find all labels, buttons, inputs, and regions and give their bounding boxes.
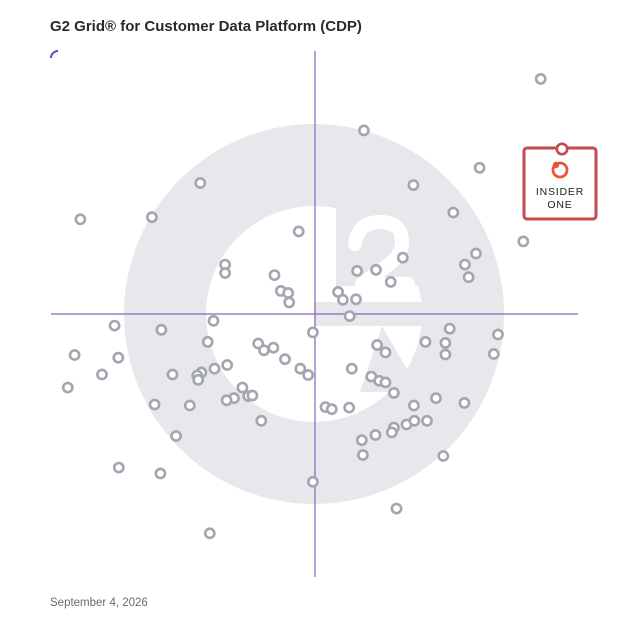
vendor-point[interactable]: [220, 394, 233, 407]
vendor-point[interactable]: [306, 326, 319, 339]
vendor-point[interactable]: [292, 225, 305, 238]
vendor-point[interactable]: [154, 467, 167, 480]
highlight-label-line2: ONE: [547, 199, 572, 211]
vendor-point[interactable]: [74, 213, 87, 226]
vendor-point[interactable]: [355, 434, 368, 447]
vendor-point[interactable]: [236, 381, 249, 394]
vendor-point[interactable]: [194, 177, 207, 189]
vendor-point[interactable]: [255, 414, 268, 427]
vendor-point[interactable]: [302, 369, 315, 381]
vendor-point[interactable]: [170, 430, 182, 442]
vendor-point[interactable]: [385, 426, 398, 439]
vendor-point[interactable]: [148, 398, 161, 411]
vendor-point[interactable]: [112, 351, 125, 364]
vendor-point[interactable]: [201, 335, 214, 348]
vendor-point[interactable]: [421, 414, 433, 427]
vendor-point[interactable]: [221, 359, 234, 371]
vendor-point[interactable]: [371, 339, 383, 351]
vendor-point[interactable]: [283, 296, 296, 309]
vendor-point[interactable]: [534, 73, 547, 85]
vendor-point[interactable]: [357, 124, 370, 137]
vendor-point[interactable]: [384, 275, 397, 288]
vendor-point[interactable]: [443, 322, 456, 335]
vendor-point[interactable]: [458, 258, 471, 271]
vendor-point[interactable]: [437, 450, 450, 462]
vendor-point[interactable]: [439, 348, 452, 361]
vendor-point[interactable]: [112, 461, 125, 474]
vendor-point[interactable]: [208, 362, 221, 375]
vendor-point[interactable]: [370, 263, 382, 276]
vendor-point[interactable]: [246, 389, 259, 402]
vendor-point[interactable]: [203, 527, 216, 540]
vendor-point[interactable]: [343, 401, 356, 414]
vendor-point[interactable]: [470, 247, 482, 260]
insider-logo-icon: [551, 161, 569, 179]
data-points: [61, 73, 547, 540]
vendor-point[interactable]: [166, 368, 179, 381]
vendor-point[interactable]: [61, 381, 74, 394]
vendor-point[interactable]: [387, 386, 400, 399]
vendor-point[interactable]: [155, 323, 168, 336]
vendor-point[interactable]: [345, 362, 358, 375]
vendor-point[interactable]: [343, 310, 356, 322]
chart-title: G2 Grid® for Customer Data Platform (CDP…: [50, 18, 362, 35]
vendor-point[interactable]: [369, 429, 382, 441]
vendor-point[interactable]: [207, 314, 220, 327]
vendor-point[interactable]: [96, 368, 108, 381]
vendor-point[interactable]: [279, 353, 291, 366]
vendor-point[interactable]: [492, 328, 504, 341]
vendor-point[interactable]: [356, 449, 369, 461]
vendor-point[interactable]: [462, 271, 475, 284]
vendor-point[interactable]: [351, 264, 363, 277]
vendor-point[interactable]: [407, 399, 420, 412]
vendor-point[interactable]: [407, 179, 420, 191]
vendor-point[interactable]: [447, 206, 460, 219]
vendor-point[interactable]: [336, 293, 349, 306]
vendor-point[interactable]: [517, 235, 530, 248]
vendor-point[interactable]: [294, 362, 307, 375]
vendor-point[interactable]: [306, 475, 319, 488]
vendor-point[interactable]: [390, 502, 403, 515]
vendor-point[interactable]: [439, 336, 452, 349]
vendor-point[interactable]: [108, 319, 121, 332]
highlight-badge[interactable]: INSIDER ONE: [522, 142, 598, 221]
vendor-point[interactable]: [258, 344, 270, 357]
vendor-point[interactable]: [68, 349, 81, 361]
vendor-point[interactable]: [145, 211, 158, 224]
vendor-point[interactable]: [487, 348, 500, 360]
vendor-point[interactable]: [408, 414, 421, 427]
vendor-point[interactable]: [458, 396, 471, 409]
highlight-point[interactable]: [555, 142, 569, 156]
vendor-point[interactable]: [379, 346, 392, 359]
highlight-label-line1: INSIDER: [536, 186, 584, 198]
vendor-point[interactable]: [192, 373, 205, 386]
vendor-point[interactable]: [268, 269, 281, 281]
vendor-point[interactable]: [183, 399, 196, 412]
vendor-point[interactable]: [219, 267, 231, 279]
vendor-point[interactable]: [419, 335, 432, 348]
vendor-point[interactable]: [282, 287, 295, 299]
vendor-point[interactable]: [267, 341, 280, 354]
vendor-point[interactable]: [379, 376, 392, 389]
vendor-point[interactable]: [430, 392, 442, 405]
vendor-point[interactable]: [473, 161, 486, 174]
report-date: September 4, 2026: [50, 597, 148, 609]
vendor-point[interactable]: [350, 293, 362, 306]
vendor-point[interactable]: [325, 403, 338, 416]
vendor-point[interactable]: [396, 251, 409, 264]
